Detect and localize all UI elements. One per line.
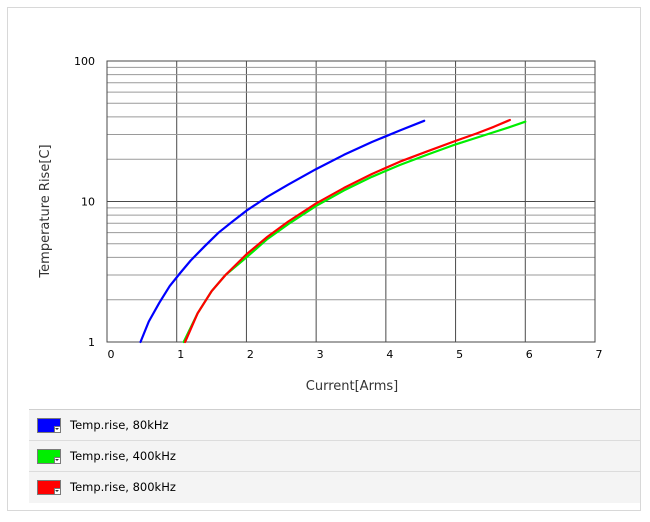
x-tick-label: 3: [317, 348, 324, 361]
y-tick-label: 1: [88, 336, 95, 349]
legend-label: Temp.rise, 400kHz: [70, 449, 176, 463]
legend: Temp.rise, 80kHz Temp.rise, 400kHz Temp.ri…: [29, 409, 640, 503]
y-tick-label: 100: [74, 55, 95, 68]
legend-color-swatch[interactable]: [37, 480, 61, 495]
legend-item: Temp.rise, 400kHz: [29, 441, 640, 472]
y-axis-label: Temperature Rise[C]: [38, 144, 53, 278]
x-tick-label: 6: [526, 348, 533, 361]
dropdown-arrow-icon[interactable]: [54, 426, 60, 432]
x-tick-label: 2: [247, 348, 254, 361]
y-tick-label: 10: [81, 196, 95, 209]
legend-item: Temp.rise, 80kHz: [29, 410, 640, 441]
legend-label: Temp.rise, 800kHz: [70, 480, 176, 494]
x-tick-label: 4: [386, 348, 393, 361]
x-tick-label: 0: [108, 348, 115, 361]
plot-border: [106, 60, 596, 343]
x-tick-label: 7: [596, 348, 603, 361]
x-tick-label: 5: [456, 348, 463, 361]
dropdown-arrow-icon[interactable]: [54, 488, 60, 494]
legend-color-swatch[interactable]: [37, 449, 61, 464]
x-tick-label: 1: [177, 348, 184, 361]
dropdown-arrow-icon[interactable]: [54, 457, 60, 463]
series-line-3: [184, 118, 511, 344]
series-line-1: [139, 119, 426, 344]
legend-label: Temp.rise, 80kHz: [70, 418, 169, 432]
legend-item: Temp.rise, 800kHz: [29, 472, 640, 503]
legend-color-swatch[interactable]: [37, 418, 61, 433]
x-axis-label: Current[Arms]: [306, 379, 398, 394]
